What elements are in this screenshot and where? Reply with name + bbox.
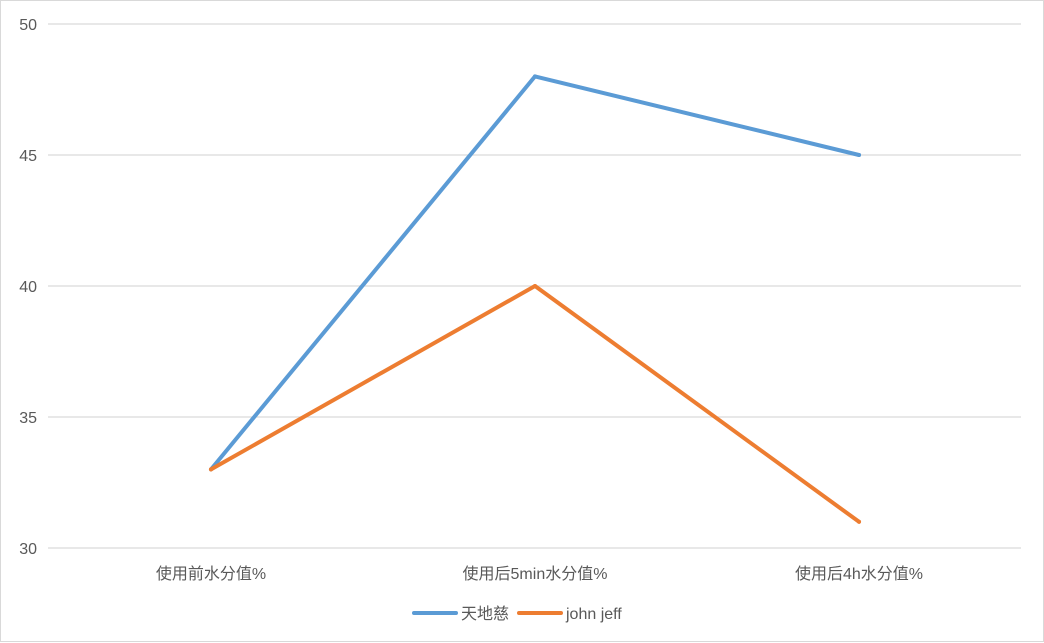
- x-tick-label: 使用后5min水分值%: [463, 565, 608, 583]
- data-point: [857, 519, 861, 524]
- legend-item: 天地慈: [412, 605, 509, 623]
- legend-label: 天地慈: [461, 605, 509, 623]
- y-tick-label: 35: [19, 410, 37, 427]
- series-line-0: [209, 74, 861, 472]
- x-tick-label: 使用后4h水分值%: [795, 565, 923, 583]
- x-tick-label: 使用前水分值%: [156, 565, 266, 583]
- y-tick-label: 40: [19, 279, 37, 296]
- legend-item: john jeff: [517, 606, 622, 623]
- data-point: [533, 284, 537, 288]
- series-line-1: [209, 284, 861, 524]
- data-point: [533, 74, 537, 79]
- y-tick-label: 50: [19, 17, 37, 34]
- legend-label: john jeff: [565, 606, 622, 623]
- y-tick-label: 30: [19, 541, 37, 558]
- y-tick-label: 45: [19, 148, 37, 165]
- data-point: [857, 153, 861, 157]
- data-point: [209, 467, 213, 472]
